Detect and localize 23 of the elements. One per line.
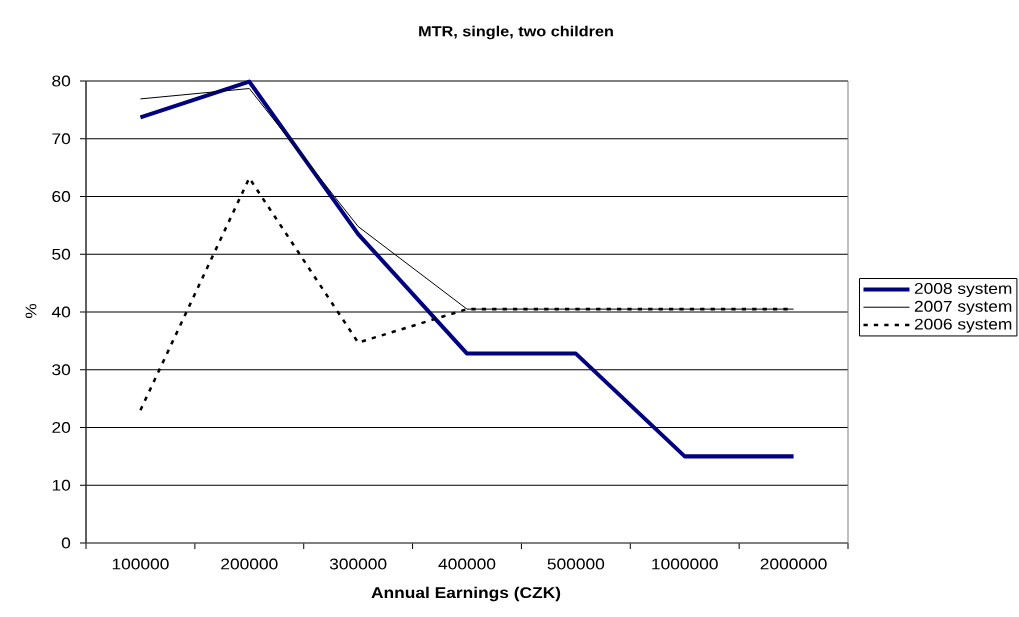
y-tick-label: 80: [52, 75, 71, 87]
y-tick-label: 30: [52, 364, 71, 376]
x-tick-label: 100000: [112, 558, 169, 570]
y-tick-label: 10: [52, 479, 71, 491]
y-tick-label: 0: [61, 537, 71, 549]
chart-title: MTR, single, two children: [419, 25, 613, 40]
y-axis-title: %: [25, 303, 37, 319]
line-series: [138, 79, 796, 459]
legend-label: 2008 system: [914, 283, 1012, 298]
y-tick-label: 50: [52, 248, 71, 260]
x-tick-label: 1000000: [652, 558, 718, 570]
legend-label: 2007 system: [914, 300, 1012, 315]
y-tick-label: 40: [51, 306, 71, 318]
y-tick-label: 60: [52, 191, 71, 202]
x-tick-label: 500000: [547, 558, 605, 570]
y-tick-label: 70: [52, 133, 71, 145]
y-tick-label: 20: [52, 422, 71, 433]
x-tick-label: 400000: [438, 558, 496, 570]
x-tick-label: 300000: [329, 558, 387, 570]
x-tick-label: 2000000: [760, 558, 827, 570]
legend-label: 2006 system: [914, 318, 1012, 333]
x-axis-title: Annual Earnings (CZK): [371, 586, 561, 602]
x-tick-label: 200000: [221, 558, 278, 570]
